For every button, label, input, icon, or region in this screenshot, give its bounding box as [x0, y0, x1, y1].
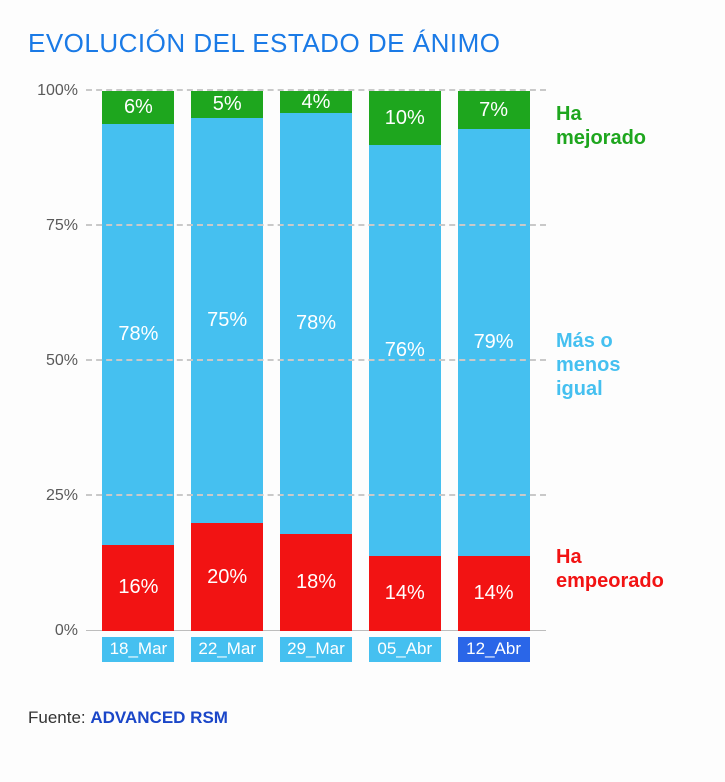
x-cell: 18_Mar: [94, 637, 183, 662]
y-tick-label: 50%: [46, 352, 78, 370]
x-label: 29_Mar: [280, 637, 352, 662]
x-cell: 12_Abr: [449, 637, 538, 662]
x-label: 12_Abr: [458, 637, 530, 662]
bar-segment-igual: 78%: [102, 124, 174, 545]
bar-column: 7%79%14%: [449, 91, 538, 631]
chart-card: EVOLUCIÓN DEL ESTADO DE ÁNIMO 0% 25% 50% 75…: [0, 0, 725, 782]
stacked-bar: 6%78%16%: [102, 91, 174, 631]
bar-segment-empeorado: 14%: [458, 556, 530, 632]
bar-segment-empeorado: 14%: [369, 556, 441, 632]
bar-column: 5%75%20%: [183, 91, 272, 631]
legend-item-empeorado: Haempeorado: [556, 545, 664, 593]
bar-column: 4%78%18%: [272, 91, 361, 631]
gridline: [86, 89, 546, 91]
bar-segment-mejorado: 10%: [369, 91, 441, 145]
bar-segment-mejorado: 5%: [191, 91, 263, 118]
x-cell: 29_Mar: [272, 637, 361, 662]
gridline: [86, 494, 546, 496]
plot-area: 6%78%16%5%75%20%4%78%18%10%76%14%7%79%14…: [86, 91, 546, 631]
bar-segment-mejorado: 4%: [280, 91, 352, 113]
bar-segment-empeorado: 20%: [191, 523, 263, 631]
stacked-bar: 10%76%14%: [369, 91, 441, 631]
bars-container: 6%78%16%5%75%20%4%78%18%10%76%14%7%79%14…: [86, 91, 546, 631]
bar-segment-igual: 75%: [191, 118, 263, 523]
bar-column: 6%78%16%: [94, 91, 183, 631]
x-label: 22_Mar: [191, 637, 263, 662]
bar-segment-empeorado: 18%: [280, 534, 352, 631]
bar-segment-mejorado: 6%: [102, 91, 174, 123]
chart-area: 0%25%50%75%100% 6%78%16%5%75%20%4%78%18%…: [28, 91, 703, 631]
bar-segment-empeorado: 16%: [102, 545, 174, 631]
gridline: [86, 224, 546, 226]
bar-segment-mejorado: 7%: [458, 91, 530, 129]
y-tick-label: 100%: [37, 82, 78, 100]
stacked-bar: 4%78%18%: [280, 91, 352, 631]
y-tick-label: 25%: [46, 487, 78, 505]
x-cell: 05_Abr: [360, 637, 449, 662]
bar-column: 10%76%14%: [360, 91, 449, 631]
x-label: 18_Mar: [102, 637, 174, 662]
x-cell: 22_Mar: [183, 637, 272, 662]
gridline: [86, 359, 546, 361]
x-axis: 18_Mar 22_Mar 29_Mar 05_Abr 12_Abr: [86, 631, 546, 662]
legend-item-mejorado: Hamejorado: [556, 102, 646, 150]
stacked-bar: 5%75%20%: [191, 91, 263, 631]
source-prefix: Fuente:: [28, 708, 90, 727]
y-tick-label: 75%: [46, 217, 78, 235]
legend: Hamejorado Más omenosigual Haempeorado: [546, 91, 703, 631]
x-label: 05_Abr: [369, 637, 441, 662]
chart-title: EVOLUCIÓN DEL ESTADO DE ÁNIMO: [28, 28, 703, 59]
y-axis: 0%25%50%75%100%: [28, 91, 86, 631]
bar-segment-igual: 78%: [280, 113, 352, 534]
source-name: ADVANCED RSM: [90, 708, 228, 727]
stacked-bar: 7%79%14%: [458, 91, 530, 631]
y-tick-label: 0%: [55, 622, 78, 640]
source-line: Fuente: ADVANCED RSM: [28, 708, 703, 728]
legend-item-igual: Más omenosigual: [556, 329, 620, 401]
bar-segment-igual: 79%: [458, 129, 530, 556]
